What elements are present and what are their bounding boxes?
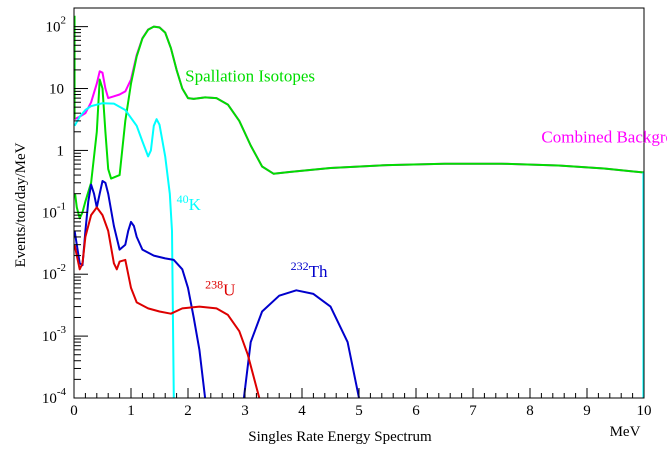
x-tick-label: 1 [127,403,135,419]
series-layer [74,15,644,398]
x-tick-label: 3 [241,403,249,419]
ticks-layer: 0 1 2 3 4 5 6 7 8 9 10 102 10 1 10-1 10-2 10-3 10-4 [42,7,652,419]
x-tick-label: 0 [70,403,78,419]
y-tick-label: 10-1 [42,200,66,221]
series-line-232th-high [242,289,360,398]
y-tick-label: 102 [46,15,67,36]
x-tick-label: 5 [355,403,363,419]
x-tick-label: 8 [526,403,534,419]
y-tick-label: 10-4 [42,386,67,407]
series-labels: Combined Background Spallation Isotopes 40… [177,66,667,299]
series-line-232th [74,180,207,398]
series-label-40k: 40K [177,192,202,214]
x-tick-label: 6 [412,403,420,419]
y-tick-label: 10-2 [42,262,66,283]
x-tick-label: 10 [637,403,652,419]
y-tick-label: 1 [57,143,65,159]
x-tick-label: 2 [184,403,192,419]
series-line-238u [74,206,261,398]
series-label-238u: 238U [205,278,235,300]
series-label-combined-background: Combined Background [541,127,667,146]
x-tick-label: 7 [469,403,477,419]
x-axis-unit: MeV [610,424,641,440]
series-label-spallation-isotopes: Spallation Isotopes [185,66,315,85]
series-label-232th: 232Th [291,259,328,281]
y-axis-title: Events/ton/day/MeV [13,142,29,267]
series-line-40k [74,102,175,398]
series-line-spallation-isotopes [74,25,644,220]
y-tick-label: 10-3 [42,324,67,345]
x-tick-label: 4 [298,403,306,419]
x-axis-title: Singles Rate Energy Spectrum [248,429,432,445]
x-tick-label: 9 [583,403,591,419]
y-tick-label: 10 [49,82,64,98]
